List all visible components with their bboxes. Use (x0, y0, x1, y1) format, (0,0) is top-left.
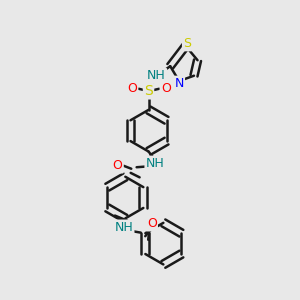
Text: O: O (127, 82, 137, 95)
Text: O: O (161, 82, 171, 95)
Text: S: S (144, 84, 153, 98)
Text: O: O (113, 159, 122, 172)
Text: NH: NH (146, 157, 164, 170)
Text: NH: NH (115, 221, 133, 234)
Text: NH: NH (147, 69, 166, 82)
Text: S: S (183, 37, 191, 50)
Text: N: N (174, 77, 184, 90)
Text: O: O (147, 217, 157, 230)
